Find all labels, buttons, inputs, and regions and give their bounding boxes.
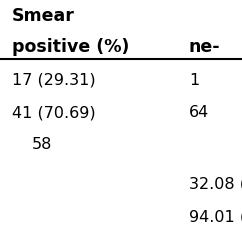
- Text: 64: 64: [189, 105, 209, 120]
- Text: positive (%): positive (%): [12, 38, 129, 55]
- Text: 41 (70.69): 41 (70.69): [12, 105, 96, 120]
- Text: 58: 58: [31, 137, 52, 152]
- Text: 32.08 (95% CI: 32.08 (95% CI: [189, 177, 242, 192]
- Text: 1: 1: [189, 73, 199, 88]
- Text: 17 (29.31): 17 (29.31): [12, 73, 96, 88]
- Text: 94.01 (95% CI: 94.01 (95% CI: [189, 209, 242, 224]
- Text: ne-: ne-: [189, 38, 220, 55]
- Text: Smear: Smear: [12, 7, 75, 25]
